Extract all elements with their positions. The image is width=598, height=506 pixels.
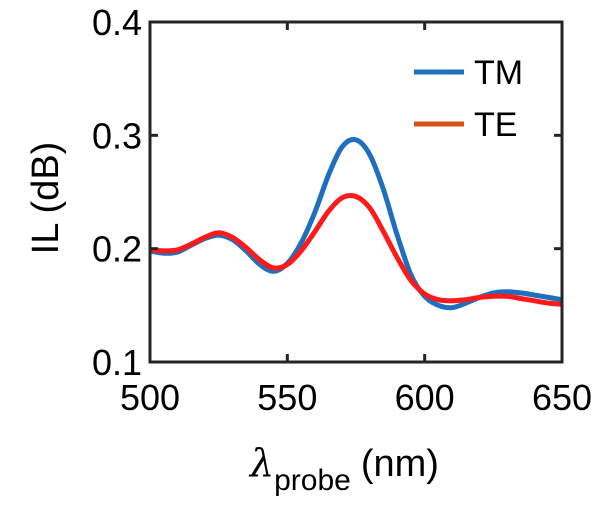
y-tick-label: 0.4: [92, 2, 142, 43]
plot-lines: [149, 137, 563, 311]
x-tick-label: 500: [120, 377, 180, 418]
legend: TM TE: [414, 54, 523, 144]
ticks: [148, 20, 564, 364]
legend-label-tm: TM: [474, 54, 523, 92]
x-tick-label: 550: [257, 377, 317, 418]
y-axis-label: IL (dB): [25, 142, 67, 255]
x-axis-unit: (nm): [361, 443, 439, 485]
legend-label-te: TE: [474, 106, 517, 144]
series-line-tm: [149, 137, 563, 311]
x-axis-label: λprobe (nm): [248, 441, 439, 497]
tick-labels: 500 550 600 650 0.1 0.2 0.3 0.4: [92, 2, 592, 418]
x-axis-subscript: probe: [274, 464, 351, 497]
y-tick-label: 0.2: [92, 229, 142, 270]
axes-box: [148, 20, 564, 364]
x-tick-label: 650: [532, 377, 592, 418]
y-tick-label: 0.3: [92, 115, 142, 156]
x-axis-symbol: λ: [248, 441, 274, 485]
y-tick-label: 0.1: [92, 342, 142, 383]
series-line-te: [149, 192, 563, 307]
x-tick-label: 600: [395, 377, 455, 418]
